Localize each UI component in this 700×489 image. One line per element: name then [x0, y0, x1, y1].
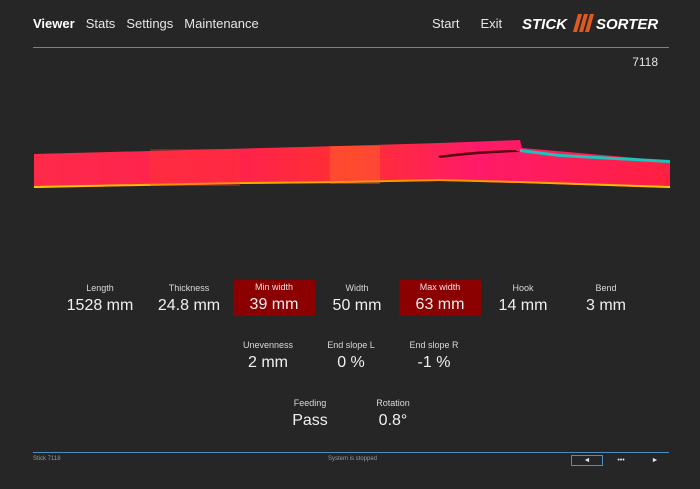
stat-feeding: Feeding Pass	[269, 396, 351, 432]
footer-divider	[33, 452, 669, 453]
stat-label: End slope R	[409, 340, 459, 350]
stick-id: 7118	[632, 55, 658, 69]
stat-value: 50 mm	[332, 297, 382, 314]
stat-value: 2 mm	[248, 354, 288, 371]
stick-crack	[438, 150, 520, 158]
start-button[interactable]: Start	[432, 16, 460, 31]
nav-maintenance[interactable]: Maintenance	[184, 16, 259, 31]
prev-button[interactable]: ◄	[571, 455, 603, 466]
logo-slashes	[573, 14, 594, 32]
logo-text-left: STICK	[522, 16, 568, 33]
stick-sorter-logo: STICK SORTER	[522, 14, 658, 33]
stick-segment-b	[330, 146, 380, 184]
header-divider	[33, 47, 669, 48]
stat-unevenness: Unevenness 2 mm	[227, 338, 309, 374]
exit-button[interactable]: Exit	[480, 16, 503, 31]
stat-label: Bend	[595, 283, 617, 293]
stat-bend: Bend 3 mm	[565, 281, 647, 317]
stat-value: 63 mm	[415, 296, 465, 313]
stat-label: End slope L	[327, 340, 375, 350]
stat-value: 1528 mm	[66, 297, 134, 314]
stat-value: 24.8 mm	[157, 297, 221, 314]
stat-value: 0 %	[337, 354, 365, 371]
stat-min-width: Min width 39 mm	[233, 280, 315, 316]
stat-hook: Hook 14 mm	[482, 281, 564, 317]
nav-viewer[interactable]: Viewer	[33, 16, 75, 31]
stick-scan-view	[34, 140, 670, 188]
system-status: System is stopped	[328, 456, 378, 462]
nav-stats[interactable]: Stats	[85, 16, 116, 31]
stat-value: -1 %	[417, 354, 451, 371]
stat-thickness: Thickness 24.8 mm	[148, 281, 230, 317]
stat-length: Length 1528 mm	[59, 281, 141, 317]
stat-label: Hook	[512, 283, 534, 293]
stat-label: Width	[345, 283, 369, 293]
stat-label: Feeding	[293, 398, 327, 408]
pager: ◄ ••• ►	[571, 455, 671, 466]
stick-edge	[34, 179, 670, 188]
stat-end-slope-r: End slope R -1 %	[393, 338, 475, 374]
top-actions: Start Exit	[432, 16, 502, 31]
stick-segment-a	[150, 149, 240, 186]
stat-value: 3 mm	[586, 297, 626, 314]
next-button[interactable]: ►	[651, 457, 659, 464]
stat-label: Rotation	[376, 398, 410, 408]
more-button[interactable]: •••	[617, 457, 625, 464]
stat-width: Width 50 mm	[316, 281, 398, 317]
stat-rotation: Rotation 0.8°	[352, 396, 434, 432]
nav-settings[interactable]: Settings	[126, 16, 174, 31]
stat-label: Max width	[419, 282, 461, 292]
stat-value: Pass	[292, 412, 328, 429]
stat-end-slope-l: End slope L 0 %	[310, 338, 392, 374]
footer-stick-label: Stick 7118	[33, 456, 61, 462]
stat-label: Min width	[254, 282, 293, 292]
stick-tip-right	[520, 149, 670, 163]
stat-max-width: Max width 63 mm	[399, 280, 481, 316]
stat-value: 39 mm	[249, 296, 299, 313]
main-nav: Viewer Stats Settings Maintenance	[33, 16, 259, 31]
stat-value: 0.8°	[378, 412, 408, 429]
stat-value: 14 mm	[498, 297, 548, 314]
stat-label: Thickness	[168, 283, 210, 293]
stat-label: Unevenness	[242, 340, 294, 350]
stat-label: Length	[86, 283, 114, 293]
logo-text-right: SORTER	[596, 16, 658, 33]
